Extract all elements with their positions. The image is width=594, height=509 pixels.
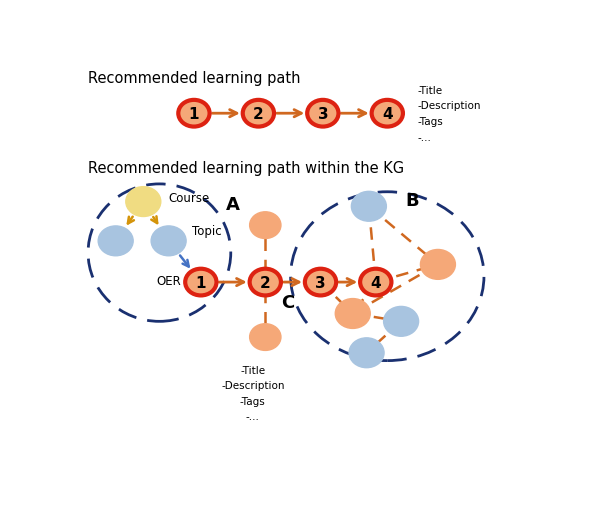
Circle shape bbox=[372, 101, 403, 127]
Text: 3: 3 bbox=[315, 275, 326, 290]
Text: 2: 2 bbox=[260, 275, 271, 290]
Circle shape bbox=[151, 227, 186, 256]
Text: A: A bbox=[226, 195, 240, 213]
Circle shape bbox=[243, 101, 274, 127]
Text: B: B bbox=[406, 191, 419, 209]
Circle shape bbox=[185, 269, 216, 296]
Circle shape bbox=[349, 338, 384, 368]
Text: 1: 1 bbox=[195, 275, 206, 290]
Text: OER: OER bbox=[156, 274, 181, 287]
Circle shape bbox=[178, 101, 210, 127]
Circle shape bbox=[126, 187, 161, 217]
Text: -Title
-Description
-Tags
-...: -Title -Description -Tags -... bbox=[417, 86, 481, 143]
Circle shape bbox=[249, 324, 281, 351]
Text: 4: 4 bbox=[382, 106, 393, 122]
Circle shape bbox=[307, 101, 339, 127]
Circle shape bbox=[335, 299, 370, 329]
Text: Recommended learning path: Recommended learning path bbox=[88, 71, 301, 86]
Circle shape bbox=[249, 269, 281, 296]
Circle shape bbox=[352, 192, 386, 222]
Text: Course: Course bbox=[169, 192, 210, 205]
Text: 4: 4 bbox=[371, 275, 381, 290]
Text: Topic: Topic bbox=[192, 224, 221, 237]
Circle shape bbox=[98, 227, 133, 256]
Circle shape bbox=[360, 269, 391, 296]
Text: 3: 3 bbox=[318, 106, 328, 122]
Circle shape bbox=[421, 250, 456, 280]
Circle shape bbox=[384, 307, 419, 336]
Text: 1: 1 bbox=[189, 106, 199, 122]
Circle shape bbox=[305, 269, 336, 296]
Text: Recommended learning path within the KG: Recommended learning path within the KG bbox=[88, 161, 404, 176]
Text: C: C bbox=[282, 293, 295, 311]
Text: 2: 2 bbox=[253, 106, 264, 122]
Circle shape bbox=[249, 212, 281, 239]
Text: -Title
-Description
-Tags
-...: -Title -Description -Tags -... bbox=[221, 365, 285, 421]
